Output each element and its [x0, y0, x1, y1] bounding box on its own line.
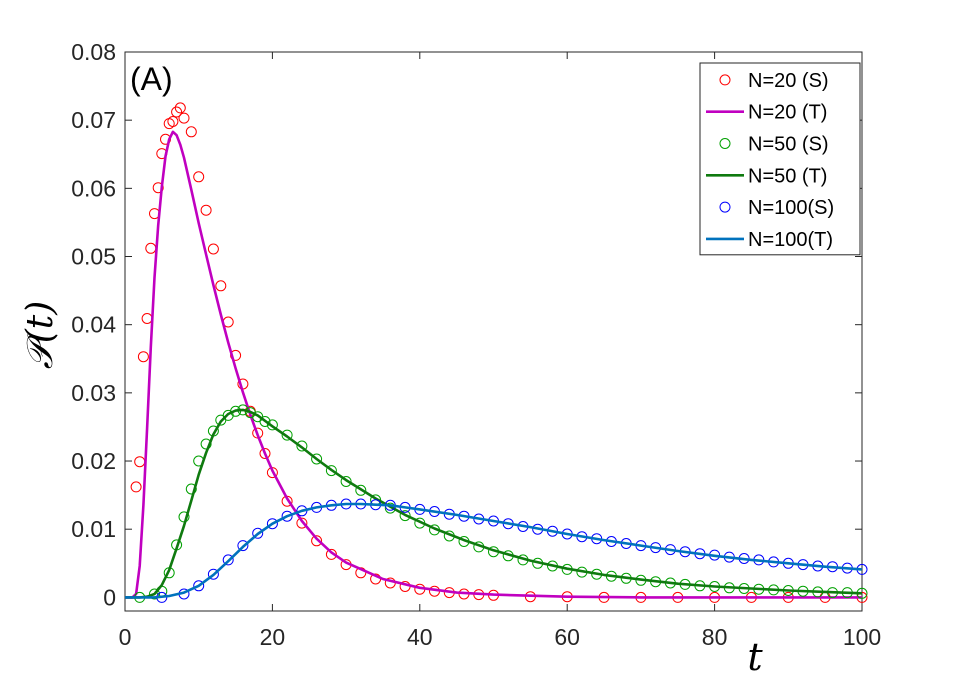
- x-tick-label: 60: [554, 624, 580, 650]
- legend-label: N=20 (T): [748, 102, 827, 124]
- y-tick-label: 0.04: [71, 312, 116, 338]
- data-point: [259, 416, 271, 427]
- data-point: [340, 476, 352, 487]
- legend-swatch-marker: [719, 74, 731, 86]
- y-tick-label: 0.06: [71, 175, 116, 201]
- data-point: [296, 440, 308, 452]
- data-point: [193, 580, 205, 592]
- series-n-100-t-line: [125, 502, 863, 599]
- legend-box: [699, 62, 861, 256]
- series-n-50-s-markers: [134, 404, 868, 603]
- y-tick-label: 0.01: [71, 516, 116, 542]
- data-point: [252, 527, 264, 539]
- data-point: [193, 171, 205, 183]
- data-point: [399, 510, 411, 522]
- data-point: [130, 481, 142, 493]
- data-point: [222, 554, 234, 566]
- legend-label: N=100(S): [748, 197, 834, 219]
- legend-entry: N=100(T): [706, 229, 833, 251]
- series-layer: [125, 102, 868, 603]
- legend: N=20 (S) N=20 (T) N=50 (S) N=50 (T) N=100(S)…: [699, 62, 861, 256]
- data-point: [266, 419, 278, 431]
- legend-entry: N=100(S): [719, 197, 834, 219]
- y-axis-title: 𝒫(t): [20, 301, 61, 370]
- y-tick-label: 0.05: [71, 244, 116, 270]
- data-point: [311, 453, 323, 465]
- x-tick-label: 20: [260, 624, 286, 650]
- legend-entry: N=20 (S): [719, 70, 829, 92]
- y-tick-label: 0: [103, 584, 116, 610]
- x-tick-label: 80: [702, 624, 728, 650]
- data-point: [311, 535, 323, 547]
- data-point: [207, 243, 219, 255]
- data-point: [137, 351, 149, 363]
- x-axis-title: t: [747, 635, 763, 679]
- legend-swatch-marker: [719, 138, 731, 149]
- legend-entry: N=50 (S): [719, 134, 829, 156]
- data-point: [325, 465, 337, 477]
- data-point: [200, 438, 212, 450]
- data-point: [259, 448, 271, 459]
- data-point: [171, 106, 183, 118]
- x-axis: 0 20 40 60 80 100: [119, 52, 881, 650]
- y-axis: 0 0.01 0.02 0.03 0.04 0.05 0.06 0.07 0.08: [71, 39, 862, 610]
- legend-swatch-marker: [719, 201, 731, 213]
- data-point: [207, 568, 219, 580]
- data-point: [174, 102, 186, 114]
- x-tick-label: 100: [843, 624, 881, 650]
- panel-label: (A): [130, 61, 173, 97]
- data-point: [178, 112, 190, 124]
- data-point: [355, 484, 367, 496]
- legend-label: N=100(T): [748, 229, 833, 251]
- data-point: [185, 126, 197, 138]
- x-tick-label: 40: [407, 624, 433, 650]
- data-point: [237, 540, 249, 552]
- data-point: [296, 517, 308, 529]
- legend-label: N=50 (S): [748, 134, 829, 156]
- data-point: [281, 429, 293, 441]
- y-tick-label: 0.03: [71, 380, 116, 406]
- data-point: [152, 182, 164, 194]
- legend-entry: N=20 (T): [706, 102, 827, 124]
- data-point: [185, 483, 197, 495]
- y-tick-label: 0.02: [71, 448, 116, 474]
- data-point: [149, 588, 160, 600]
- y-tick-label: 0.07: [71, 107, 116, 133]
- legend-entries: N=20 (S) N=20 (T) N=50 (S) N=50 (T) N=100(S)…: [706, 70, 834, 251]
- series-n-20-s-markers: [130, 102, 868, 603]
- data-point: [281, 510, 293, 522]
- legend-label: N=50 (T): [748, 165, 827, 187]
- legend-label: N=20 (S): [748, 70, 829, 92]
- series-n-50-t-line: [125, 408, 863, 599]
- data-point: [266, 518, 278, 530]
- data-point: [167, 116, 179, 127]
- series-n-20-t-line: [125, 130, 862, 599]
- data-point: [215, 280, 227, 292]
- legend-entry: N=50 (T): [706, 165, 827, 187]
- x-tick-label: 0: [119, 624, 132, 650]
- y-tick-label: 0.08: [71, 39, 116, 65]
- data-point: [200, 204, 212, 216]
